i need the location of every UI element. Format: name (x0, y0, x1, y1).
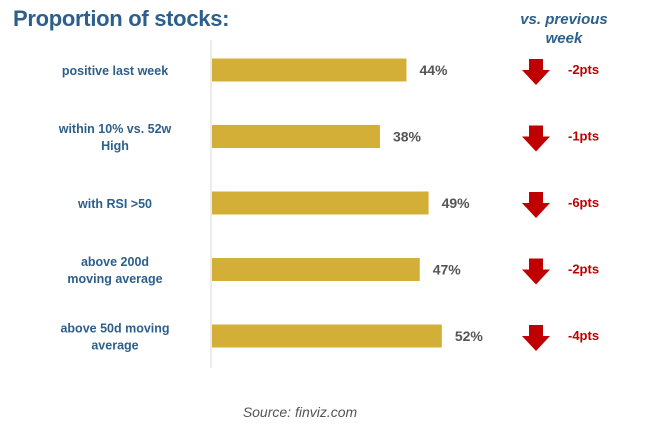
category-label: above 50d moving average (60, 322, 169, 353)
bar (212, 324, 442, 348)
down-arrow-icon (522, 258, 550, 285)
category-label: positive last week (62, 64, 168, 78)
data-label: 47% (433, 262, 462, 278)
change-label: -2pts (568, 262, 599, 277)
data-label: 49% (442, 195, 471, 211)
change-label: -2pts (568, 62, 599, 77)
change-label: -4pts (568, 328, 599, 343)
change-label: -6pts (568, 195, 599, 210)
down-arrow-icon (522, 325, 550, 351)
bar (212, 125, 380, 148)
data-label: 44% (419, 62, 448, 78)
change-column-header: vs. previous week (520, 11, 608, 47)
down-arrow-icon (522, 59, 550, 85)
data-label: 52% (455, 328, 484, 344)
data-label: 38% (393, 129, 422, 145)
chart-title: Proportion of stocks: (13, 6, 230, 31)
bar (212, 258, 420, 281)
category-label: within 10% vs. 52w High (58, 122, 172, 153)
source-note: Source: finviz.com (242, 404, 358, 420)
bar (212, 191, 429, 215)
down-arrow-icon (522, 125, 550, 152)
plot-area: 44% positive last week -2pts 38% within 10% … (58, 40, 599, 368)
category-label: with RSI >50 (77, 197, 152, 211)
down-arrow-icon (522, 192, 550, 218)
category-label: above 200d moving average (67, 255, 162, 286)
change-label: -1pts (568, 129, 599, 144)
bar (212, 58, 407, 82)
